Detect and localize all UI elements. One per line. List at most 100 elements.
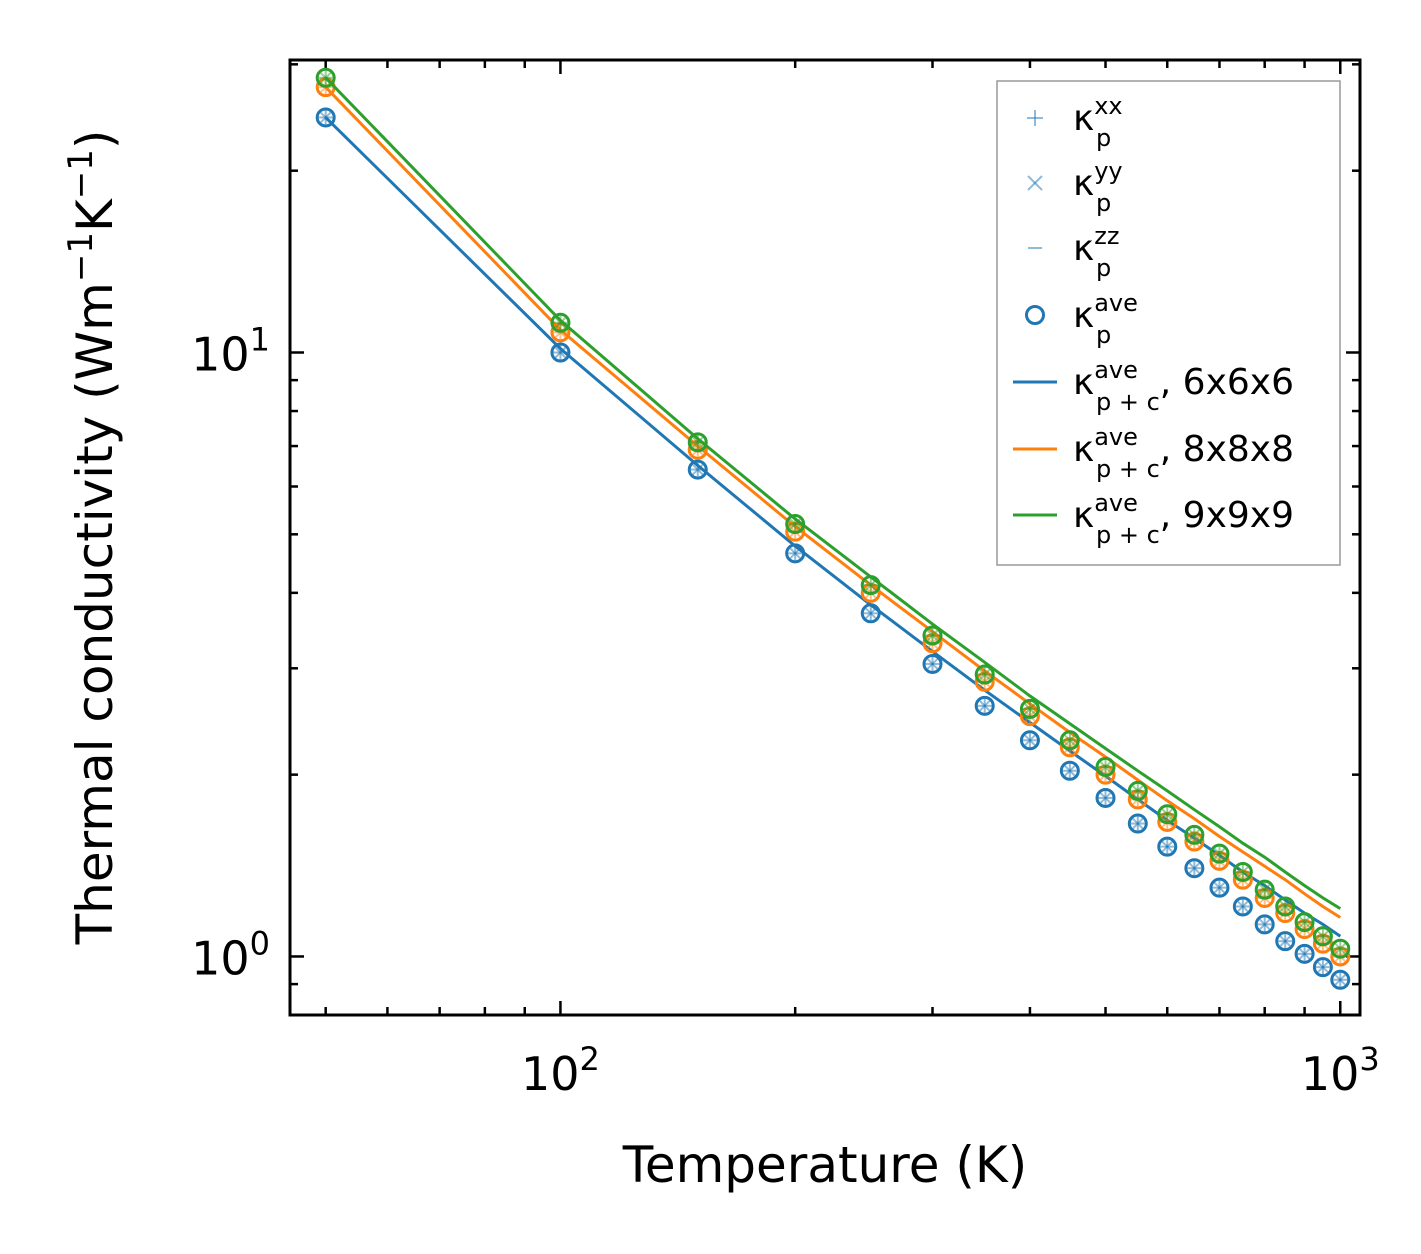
legend-symbol: κ	[1073, 163, 1094, 204]
kave-point	[1330, 969, 1351, 990]
kave-point	[1059, 730, 1080, 751]
kave-point	[1254, 914, 1275, 935]
legend-label: κzz p	[1073, 222, 1119, 282]
kave-point	[550, 312, 571, 333]
y-tick-label: 101	[191, 321, 270, 382]
kyy-marker	[1099, 761, 1112, 773]
kyy-marker	[979, 668, 991, 681]
series-line-9x9x9	[324, 76, 1342, 910]
legend-symbol: κ	[1073, 429, 1094, 470]
y-axis-label: Thermal conductivity (Wm−1K−1)	[61, 130, 124, 946]
kave-point	[974, 695, 995, 716]
kave-point	[1157, 836, 1178, 857]
kyy-marker	[1279, 935, 1291, 947]
y-tick-label-exp: 1	[250, 321, 270, 359]
kyy-marker	[1132, 785, 1144, 797]
kave-point	[1184, 858, 1205, 879]
legend-box	[996, 80, 1341, 566]
kave-point	[1232, 896, 1253, 917]
kave-point	[1312, 957, 1333, 978]
legend-label: κave p + c, 8x8x8	[1073, 423, 1294, 483]
y-tick-label: 100	[191, 924, 270, 985]
legend-label: κave p + c, 6x6x6	[1073, 356, 1294, 416]
legend-label: κyy p	[1073, 157, 1123, 217]
kave-point	[315, 107, 336, 128]
legend-symbol: κ	[1073, 228, 1094, 269]
kave-point	[1209, 843, 1230, 864]
legend-sub: p	[1096, 124, 1111, 152]
y-axis-label-sup1: −1	[61, 232, 101, 282]
kave-point	[1059, 760, 1080, 781]
legend-suffix: , 6x6x6	[1160, 362, 1294, 403]
x-tick-label-base: 10	[521, 1047, 580, 1101]
x-tick-label: 102	[521, 1040, 600, 1101]
kyy-marker	[1024, 703, 1036, 715]
legend-symbol: κ	[1073, 362, 1094, 403]
kyy-marker	[1024, 734, 1036, 746]
kyy-marker	[926, 658, 939, 670]
kyy-marker	[1064, 765, 1076, 777]
y-axis-label-close: )	[66, 130, 124, 150]
kyy-marker	[1258, 918, 1271, 931]
kave-point	[1232, 861, 1253, 882]
legend-marker-x	[1027, 175, 1043, 191]
x-tick-label-base: 10	[1301, 1047, 1360, 1101]
kyy-marker	[789, 547, 801, 560]
legend-sup: zz	[1094, 222, 1119, 250]
kave-point	[785, 514, 806, 535]
legend-suffix: , 9x9x9	[1160, 495, 1294, 536]
plot-frame	[288, 58, 1362, 1017]
kyy-marker	[1298, 916, 1311, 928]
legend-sub: p + c	[1096, 388, 1160, 416]
legend-sup: ave	[1094, 289, 1138, 317]
kave-point	[1095, 756, 1116, 777]
kyy-marker	[865, 579, 877, 591]
kyy-marker	[979, 700, 991, 712]
y-axis-label-k: K	[66, 198, 124, 232]
kave-point	[974, 664, 995, 685]
x-axis-label: Temperature (K)	[622, 1136, 1027, 1194]
kave-point	[922, 653, 943, 674]
legend-sub: p	[1096, 321, 1111, 349]
kave-point	[860, 603, 881, 624]
kyy-marker	[554, 317, 567, 329]
kave-point	[1275, 896, 1296, 917]
kave-point	[315, 67, 336, 88]
kyy-marker	[1188, 829, 1201, 841]
y-axis-label-sup2: −1	[61, 149, 101, 199]
kyy-marker	[1161, 840, 1173, 853]
kave-point	[550, 342, 571, 363]
kyy-marker	[1334, 943, 1346, 955]
x-tick-label-exp: 2	[580, 1040, 600, 1078]
legend-symbol: κ	[1073, 495, 1094, 536]
kyy-marker	[1099, 792, 1112, 804]
kyy-marker	[692, 463, 704, 476]
legend-sup: yy	[1094, 157, 1122, 185]
kave-point	[1019, 730, 1040, 751]
kave-point	[1157, 804, 1178, 825]
kyy-marker	[1132, 817, 1144, 830]
kyy-marker	[1258, 883, 1271, 896]
kave-point	[1209, 877, 1230, 898]
kyy-marker	[1213, 881, 1226, 894]
kave-point	[1019, 698, 1040, 719]
legend-sub: p + c	[1096, 455, 1160, 483]
kyy-marker	[319, 111, 332, 124]
kave-point	[1294, 912, 1315, 933]
kave-point	[1095, 787, 1116, 808]
kave-point	[687, 459, 708, 480]
kave-point	[687, 432, 708, 453]
legend-label: κxx p	[1073, 92, 1123, 152]
kave-point	[1254, 879, 1275, 900]
kyy-marker	[865, 607, 877, 620]
kave-point	[922, 625, 943, 646]
y-tick-label-exp: 0	[250, 924, 270, 962]
plot-layer	[315, 67, 1351, 990]
kyy-marker	[1317, 930, 1329, 942]
kyy-marker	[692, 436, 704, 449]
kyy-marker	[1279, 900, 1291, 913]
legend-suffix: , 8x8x8	[1160, 429, 1294, 470]
kyy-marker	[1334, 974, 1346, 986]
